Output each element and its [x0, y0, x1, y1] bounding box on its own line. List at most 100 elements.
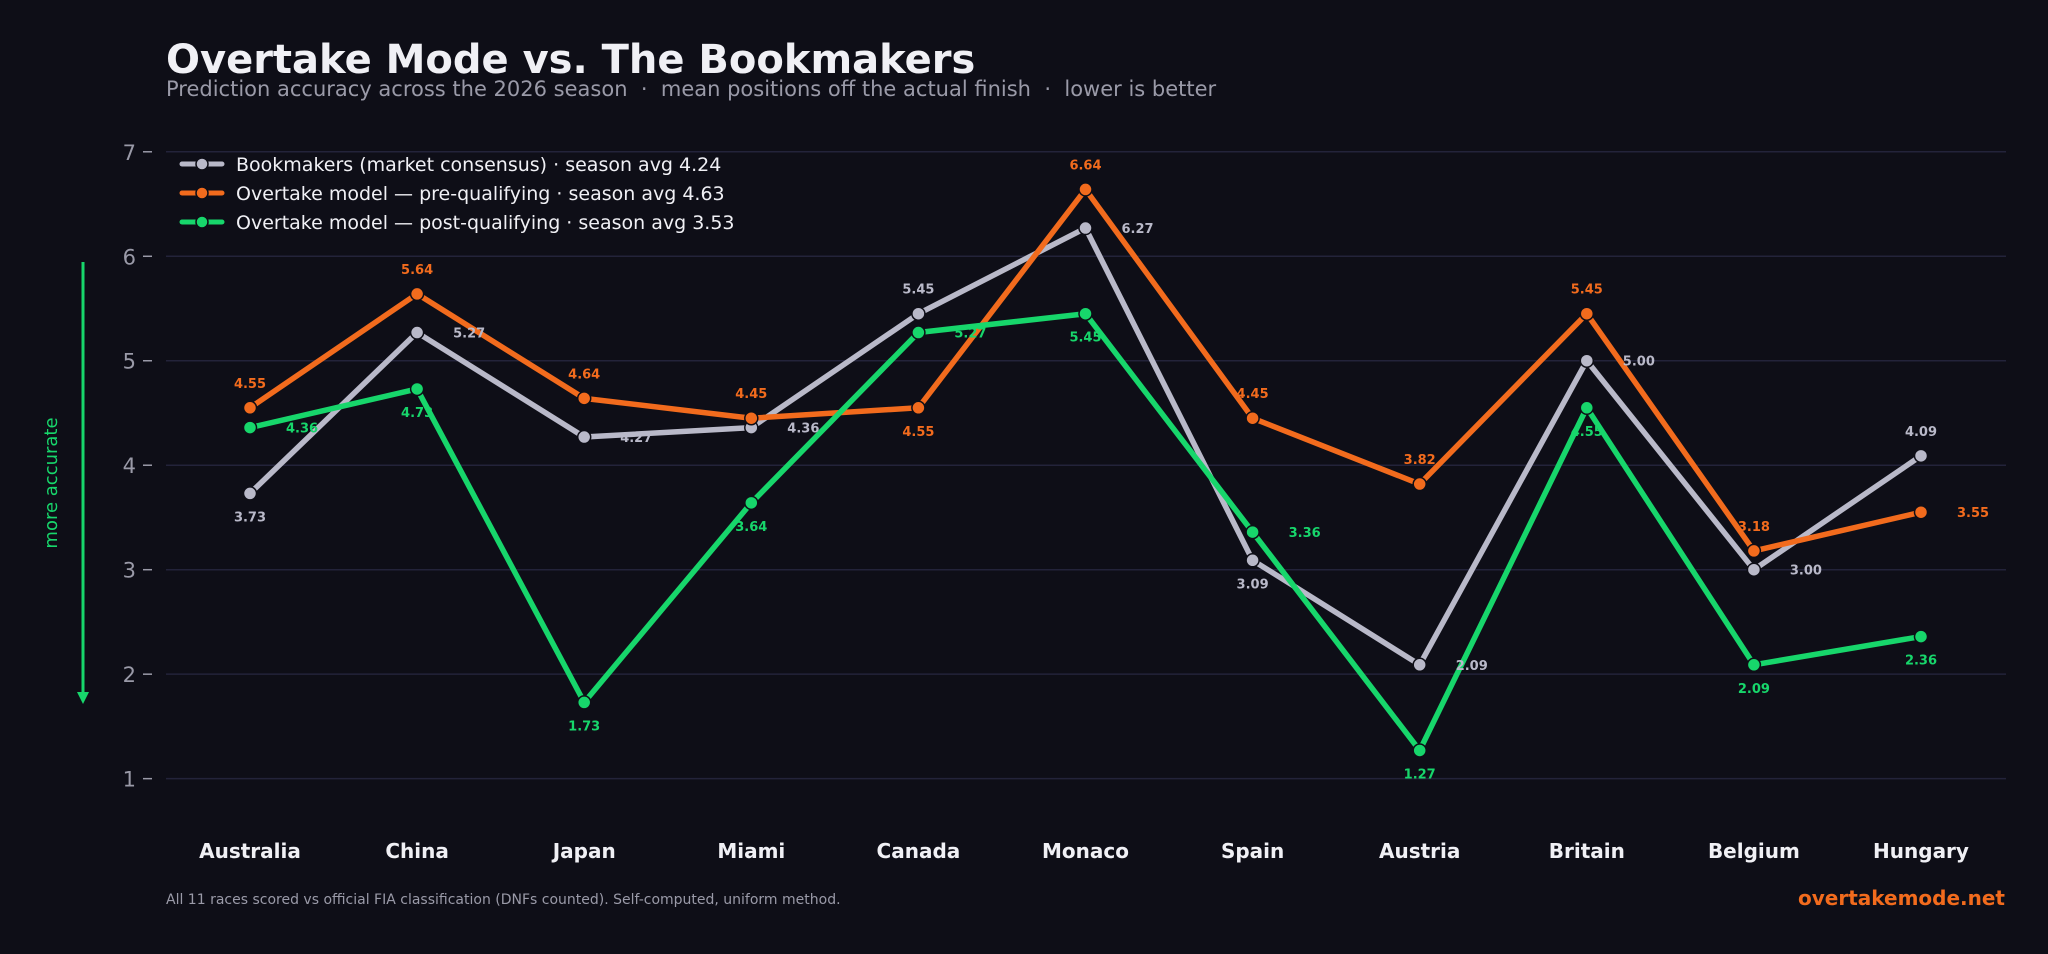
- more-accurate-arrow-head: [77, 692, 89, 704]
- data-label-bookmakers: 4.36: [787, 422, 819, 437]
- data-label-pre: 4.55: [234, 377, 266, 392]
- data-point-pre: [576, 391, 592, 406]
- legend-item-post: Overtake model — post-qualifying · seaso…: [179, 212, 735, 234]
- data-label-post: 4.55: [1571, 425, 1603, 440]
- data-label-bookmakers: 5.00: [1623, 355, 1655, 370]
- legend-swatch-marker: [195, 215, 209, 229]
- data-point-pre: [1579, 306, 1595, 321]
- data-point-post: [1078, 306, 1093, 321]
- data-point-post: [576, 695, 592, 710]
- chart-subtitle: Prediction accuracy across the 2026 seas…: [166, 77, 1217, 101]
- x-tick-label-britain: Britain: [1549, 839, 1625, 863]
- legend-label: Overtake model — post-qualifying · seaso…: [236, 212, 735, 234]
- data-label-bookmakers: 3.09: [1237, 577, 1269, 592]
- legend-label: Overtake model — pre-qualifying · season…: [236, 183, 725, 205]
- data-point-bookmakers: [576, 429, 592, 445]
- data-point-bookmakers: [1078, 220, 1093, 236]
- data-label-post: 5.27: [954, 327, 986, 342]
- data-label-pre: 4.64: [568, 367, 600, 382]
- data-label-pre: 4.55: [902, 425, 934, 440]
- series-line-post: [247, 310, 1924, 754]
- y-axis-ticks: 1 2 3 4 5 6 7: [123, 141, 152, 792]
- data-point-bookmakers: [911, 306, 926, 321]
- data-point-post: [1746, 657, 1762, 673]
- y-tick-label: 4: [123, 454, 136, 478]
- data-label-post: 4.73: [401, 406, 433, 421]
- data-point-bookmakers: [1746, 562, 1762, 577]
- x-tick-label-belgium: Belgium: [1708, 839, 1800, 863]
- data-point-post: [1579, 400, 1595, 416]
- data-label-pre: 5.64: [401, 263, 433, 278]
- legend-swatch-marker: [195, 157, 209, 171]
- data-label-pre: 4.45: [1237, 387, 1269, 402]
- data-point-post: [242, 420, 258, 435]
- data-label-post: 1.73: [568, 719, 600, 734]
- y-tick-label: 6: [123, 245, 136, 269]
- data-label-bookmakers: 5.45: [902, 283, 934, 298]
- data-point-bookmakers: [1412, 657, 1427, 673]
- data-point-bookmakers: [1579, 353, 1595, 368]
- x-tick-label-australia: Australia: [199, 839, 301, 863]
- y-tick-label: 1: [123, 768, 136, 792]
- data-label-post: 2.36: [1905, 654, 1937, 669]
- data-label-post: 4.36: [286, 422, 318, 437]
- data-point-pre: [1412, 476, 1427, 492]
- data-label-bookmakers: 4.27: [620, 431, 652, 446]
- data-point-post: [911, 325, 926, 340]
- data-point-pre: [1245, 410, 1260, 426]
- data-point-pre: [242, 400, 258, 416]
- grid-lines: [166, 151, 2006, 780]
- data-point-bookmakers: [242, 486, 258, 501]
- x-axis-labels: Australia China Japan Miami Canada Monaco Spai…: [199, 839, 1969, 863]
- legend-item-pre: Overtake model — pre-qualifying · season…: [179, 183, 725, 205]
- legend-series-name: Bookmakers (market consensus): [236, 154, 547, 176]
- data-labels: 3.73 5.27 4.27 4.36 5.45 6.27 3.09 2.09 5.00 3.00…: [234, 158, 1989, 782]
- data-label-bookmakers: 3.73: [234, 510, 266, 525]
- x-tick-label-canada: Canada: [877, 839, 961, 863]
- data-point-pre: [409, 286, 425, 302]
- data-label-post: 5.45: [1069, 331, 1101, 346]
- data-label-pre: 4.45: [735, 387, 767, 402]
- legend-season-avg: · season avg 3.53: [560, 212, 734, 234]
- data-point-post: [1412, 743, 1427, 758]
- series-bookmakers: [242, 220, 1929, 673]
- brand-link[interactable]: overtakemode.net: [1797, 886, 2005, 910]
- data-label-bookmakers: 2.09: [1456, 659, 1488, 674]
- data-label-bookmakers: 3.00: [1790, 564, 1822, 579]
- legend-swatch-marker: [195, 186, 209, 200]
- legend-label: Bookmakers (market consensus) · season a…: [236, 154, 721, 176]
- data-point-pre: [1913, 504, 1929, 520]
- footer-note: All 11 races scored vs official FIA clas…: [166, 892, 841, 908]
- data-label-pre: 3.55: [1957, 506, 1989, 521]
- more-accurate-label: more accurate: [41, 417, 62, 548]
- data-label-bookmakers: 5.27: [453, 327, 485, 342]
- y-tick-label: 2: [123, 663, 136, 687]
- data-label-pre: 5.45: [1571, 283, 1603, 298]
- data-label-post: 3.36: [1289, 526, 1321, 541]
- series-post: [242, 306, 1929, 758]
- data-point-bookmakers: [1245, 553, 1260, 568]
- data-label-post: 3.64: [735, 520, 767, 535]
- data-point-post: [409, 381, 425, 397]
- data-point-bookmakers: [409, 325, 425, 340]
- x-tick-label-china: China: [385, 839, 449, 863]
- data-label-bookmakers: 4.09: [1905, 425, 1937, 440]
- more-accurate-indicator: more accurate: [41, 262, 89, 704]
- series-line-bookmakers: [247, 225, 1924, 668]
- legend-series-name: Overtake model — post-qualifying: [236, 212, 560, 234]
- data-point-post: [1913, 629, 1929, 644]
- data-point-pre: [744, 410, 759, 426]
- x-tick-label-japan: Japan: [551, 839, 616, 863]
- legend: Bookmakers (market consensus) · season a…: [179, 154, 735, 234]
- legend-series-name: Overtake model — pre-qualifying: [236, 183, 550, 205]
- data-point-pre: [911, 400, 926, 416]
- chart-title: Overtake Mode vs. The Bookmakers: [166, 37, 975, 83]
- legend-season-avg: · season avg 4.24: [547, 154, 721, 176]
- series-pre: [242, 182, 1929, 559]
- data-point-post: [1245, 524, 1260, 540]
- y-tick-label: 3: [123, 559, 136, 583]
- data-label-bookmakers: 6.27: [1122, 222, 1154, 237]
- legend-item-bookmakers: Bookmakers (market consensus) · season a…: [179, 154, 721, 176]
